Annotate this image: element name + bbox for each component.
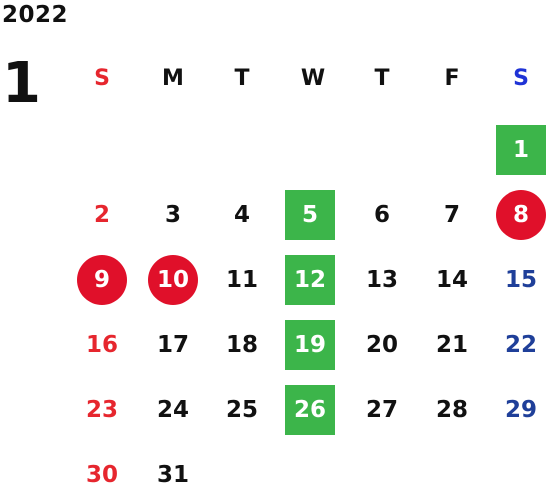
day-cell[interactable]: 24 xyxy=(156,397,189,423)
day-cell[interactable]: 10 xyxy=(148,255,198,305)
year-label: 2022 xyxy=(2,2,69,28)
day-cell[interactable]: 30 xyxy=(85,462,118,488)
weekday-header-sun: S xyxy=(94,66,110,91)
day-cell[interactable]: 5 xyxy=(285,190,335,240)
day-cell[interactable]: 18 xyxy=(225,332,258,358)
weekday-header-sat: S xyxy=(513,66,529,91)
day-cell[interactable]: 13 xyxy=(365,267,398,293)
day-cell[interactable]: 17 xyxy=(156,332,189,358)
day-cell[interactable]: 6 xyxy=(373,202,390,228)
day-cell[interactable]: 20 xyxy=(365,332,398,358)
weekday-header-thu: T xyxy=(374,66,390,91)
day-cell[interactable]: 7 xyxy=(443,202,460,228)
day-cell[interactable]: 23 xyxy=(85,397,118,423)
weekday-header-wed: W xyxy=(300,66,326,91)
day-cell[interactable]: 14 xyxy=(435,267,468,293)
day-cell[interactable]: 21 xyxy=(435,332,468,358)
day-cell[interactable]: 31 xyxy=(156,462,189,488)
day-cell[interactable]: 1 xyxy=(496,125,546,175)
day-cell[interactable]: 12 xyxy=(285,255,335,305)
day-cell[interactable]: 15 xyxy=(504,267,537,293)
day-cell[interactable]: 19 xyxy=(285,320,335,370)
day-cell[interactable]: 25 xyxy=(225,397,258,423)
day-cell[interactable]: 2 xyxy=(93,202,110,228)
day-cell[interactable]: 9 xyxy=(77,255,127,305)
month-number: 1 xyxy=(2,51,41,116)
weekday-header-fri: F xyxy=(444,66,460,91)
day-cell[interactable]: 22 xyxy=(504,332,537,358)
day-cell[interactable]: 8 xyxy=(496,190,546,240)
day-cell[interactable]: 27 xyxy=(365,397,398,423)
weekday-header-mon: M xyxy=(162,66,184,91)
day-cell[interactable]: 3 xyxy=(164,202,181,228)
day-cell[interactable]: 28 xyxy=(435,397,468,423)
day-cell[interactable]: 11 xyxy=(225,267,258,293)
day-cell[interactable]: 4 xyxy=(233,202,250,228)
day-cell[interactable]: 29 xyxy=(504,397,537,423)
day-cell[interactable]: 16 xyxy=(85,332,118,358)
weekday-header-tue: T xyxy=(234,66,250,91)
day-cell[interactable]: 26 xyxy=(285,385,335,435)
